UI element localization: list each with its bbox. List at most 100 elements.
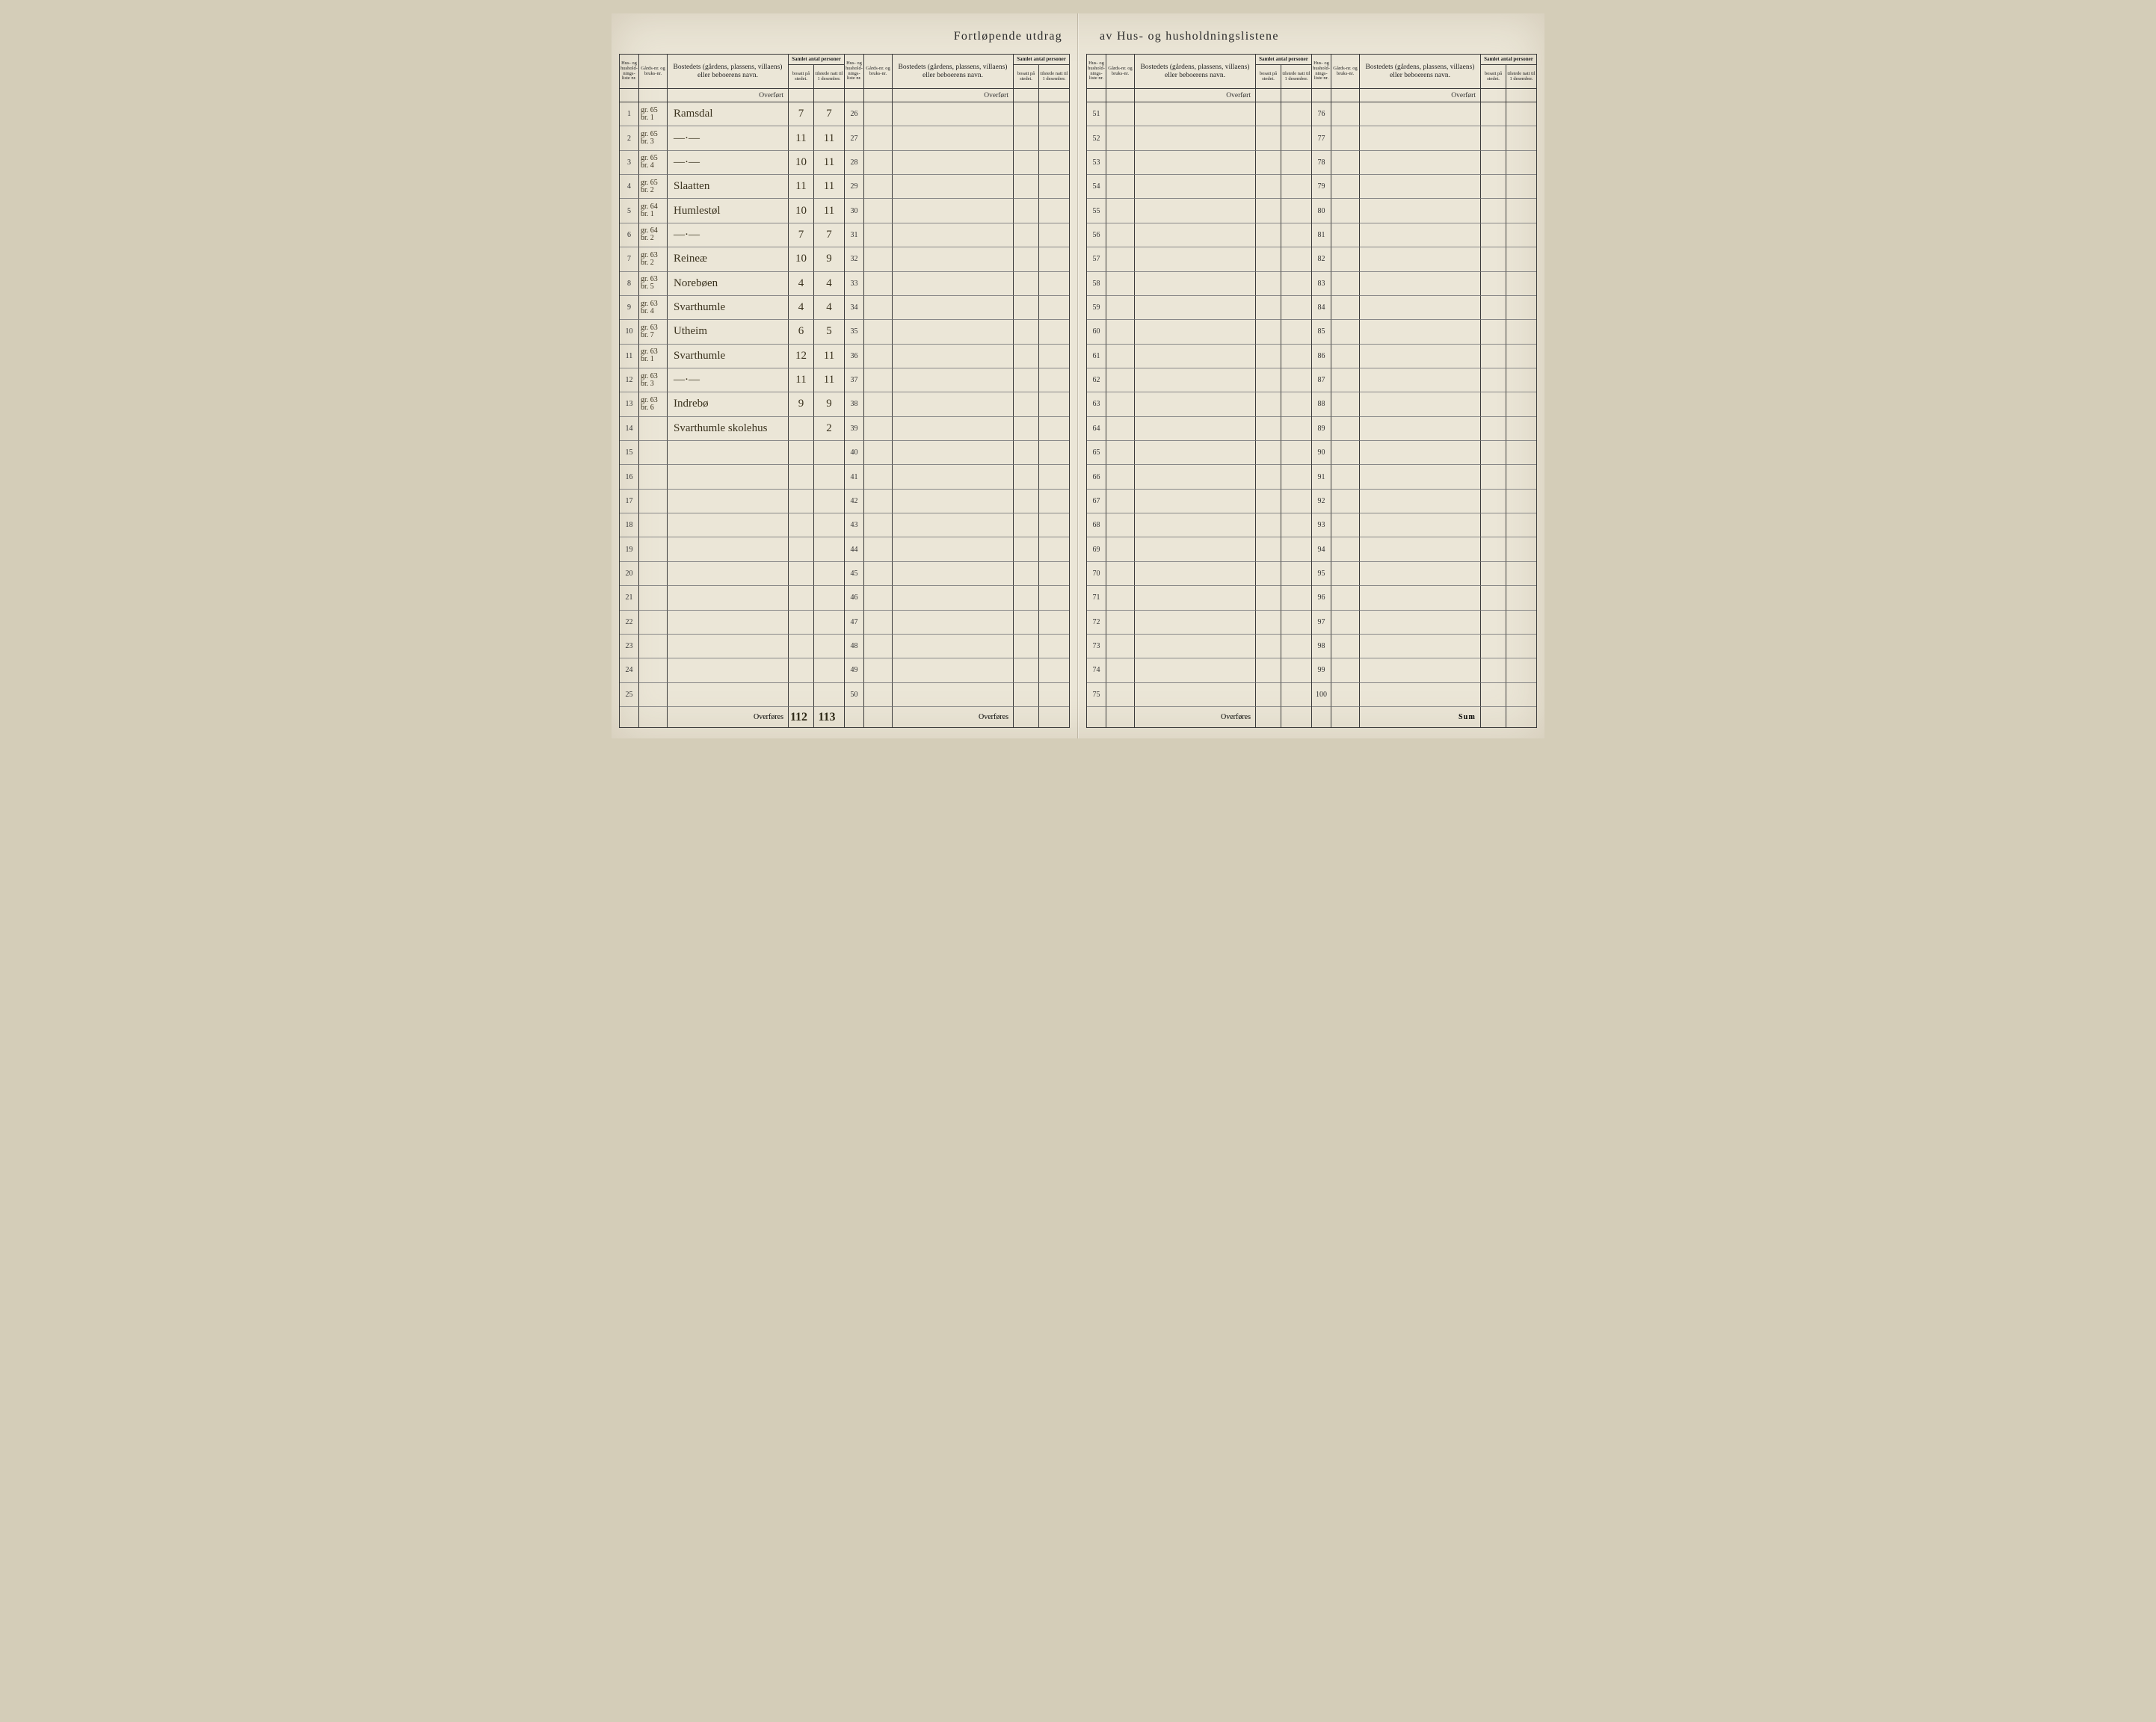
bosted-navn bbox=[668, 537, 789, 561]
bosted-navn: Svarthumle bbox=[668, 345, 789, 368]
gaard-bruk: gr. 65br. 1 bbox=[639, 102, 668, 126]
bosted-navn bbox=[893, 586, 1014, 610]
ledger-section: Hus- og hushold-nings-liste nr.Gårds-nr.… bbox=[619, 54, 844, 728]
tilstede-count bbox=[1506, 345, 1536, 368]
bosatt-count bbox=[1256, 465, 1281, 489]
gaard-bruk bbox=[1106, 562, 1135, 586]
gaard-bruk bbox=[864, 513, 893, 537]
bosted-navn: Svarthumle skolehus bbox=[668, 417, 789, 441]
table-row: 98 bbox=[1312, 635, 1536, 658]
bosted-navn bbox=[1135, 296, 1256, 320]
bosatt-count: 7 bbox=[789, 102, 814, 126]
bosatt-count bbox=[789, 562, 814, 586]
bosted-navn bbox=[1360, 151, 1481, 175]
tilstede-count bbox=[1506, 465, 1536, 489]
bosted-navn: —·— bbox=[668, 151, 789, 175]
bosted-navn bbox=[893, 102, 1014, 126]
bosatt-count bbox=[1256, 635, 1281, 658]
footer-label: Overføres bbox=[1135, 707, 1256, 727]
row-number: 98 bbox=[1312, 635, 1331, 658]
row-number: 97 bbox=[1312, 611, 1331, 635]
bosted-navn bbox=[1135, 223, 1256, 247]
bosatt-count bbox=[1481, 345, 1506, 368]
bosted-navn: Utheim bbox=[668, 320, 789, 344]
tilstede-count bbox=[1506, 417, 1536, 441]
bosted-navn bbox=[1135, 320, 1256, 344]
tilstede-count bbox=[814, 513, 844, 537]
table-row: 48 bbox=[845, 635, 1069, 658]
gaard-bruk bbox=[1106, 392, 1135, 416]
gaard-bruk bbox=[1331, 296, 1360, 320]
row-number: 22 bbox=[620, 611, 639, 635]
gaard-bruk bbox=[1106, 490, 1135, 513]
tilstede-count bbox=[1506, 392, 1536, 416]
row-number: 18 bbox=[620, 513, 639, 537]
gaard-bruk bbox=[1331, 320, 1360, 344]
ledger-section: Hus- og hushold-nings-liste nr.Gårds-nr.… bbox=[1311, 54, 1537, 728]
row-number: 25 bbox=[620, 683, 639, 707]
tilstede-count bbox=[1039, 151, 1069, 175]
bosatt-count bbox=[1481, 417, 1506, 441]
gaard-bruk: gr. 63br. 2 bbox=[639, 247, 668, 271]
row-number: 73 bbox=[1087, 635, 1106, 658]
table-row: 34 bbox=[845, 296, 1069, 320]
tilstede-count bbox=[1281, 272, 1311, 296]
tilstede-count bbox=[1039, 272, 1069, 296]
table-row: 54 bbox=[1087, 175, 1311, 199]
bosatt-count bbox=[1256, 345, 1281, 368]
bosted-navn: Humlestøl bbox=[668, 199, 789, 223]
page-title-left: Fortløpende utdrag bbox=[954, 30, 1062, 43]
table-row: 11gr. 63br. 1Svarthumle1211 bbox=[620, 345, 844, 368]
bosted-navn bbox=[893, 562, 1014, 586]
right-leaf: av Hus- og husholdningslistene Hus- og h… bbox=[1078, 13, 1544, 738]
bosatt-count bbox=[789, 465, 814, 489]
bosted-navn bbox=[1360, 658, 1481, 682]
bosted-navn bbox=[1360, 611, 1481, 635]
footer-label: Overføres bbox=[893, 707, 1014, 727]
row-number: 59 bbox=[1087, 296, 1106, 320]
bosted-navn bbox=[1360, 296, 1481, 320]
table-row: 78 bbox=[1312, 151, 1536, 175]
row-number: 75 bbox=[1087, 683, 1106, 707]
bosatt-count bbox=[1014, 392, 1039, 416]
gaard-bruk bbox=[639, 537, 668, 561]
table-row: 5gr. 64br. 1Humlestøl1011 bbox=[620, 199, 844, 223]
gaard-bruk bbox=[639, 490, 668, 513]
tilstede-count bbox=[1281, 102, 1311, 126]
bosatt-count bbox=[1256, 441, 1281, 465]
bosatt-count: 4 bbox=[789, 296, 814, 320]
table-row: 51 bbox=[1087, 102, 1311, 126]
table-row: 8gr. 63br. 5Norebøen44 bbox=[620, 272, 844, 296]
tilstede-count: 2 bbox=[814, 417, 844, 441]
bosatt-count bbox=[1014, 441, 1039, 465]
table-row: 42 bbox=[845, 490, 1069, 513]
tilstede-count: 5 bbox=[814, 320, 844, 344]
bosted-navn bbox=[1135, 126, 1256, 150]
gaard-bruk bbox=[639, 683, 668, 707]
table-row: 28 bbox=[845, 151, 1069, 175]
table-row: 10gr. 63br. 7Utheim65 bbox=[620, 320, 844, 344]
bosatt-count bbox=[789, 658, 814, 682]
gaard-bruk bbox=[864, 175, 893, 199]
gaard-bruk bbox=[1106, 102, 1135, 126]
bosted-navn bbox=[1135, 611, 1256, 635]
table-row: 76 bbox=[1312, 102, 1536, 126]
tilstede-count bbox=[1039, 126, 1069, 150]
table-row: 72 bbox=[1087, 611, 1311, 635]
row-number: 47 bbox=[845, 611, 864, 635]
tilstede-count bbox=[1039, 683, 1069, 707]
gaard-bruk bbox=[1106, 199, 1135, 223]
bosatt-count bbox=[789, 537, 814, 561]
row-number: 43 bbox=[845, 513, 864, 537]
bosatt-count bbox=[1014, 635, 1039, 658]
row-number: 24 bbox=[620, 658, 639, 682]
bosted-navn bbox=[668, 465, 789, 489]
tilstede-count bbox=[1281, 247, 1311, 271]
row-number: 38 bbox=[845, 392, 864, 416]
table-row: 18 bbox=[620, 513, 844, 537]
tilstede-count bbox=[1506, 537, 1536, 561]
gaard-bruk bbox=[639, 586, 668, 610]
table-row: 30 bbox=[845, 199, 1069, 223]
table-row: 38 bbox=[845, 392, 1069, 416]
row-number: 69 bbox=[1087, 537, 1106, 561]
